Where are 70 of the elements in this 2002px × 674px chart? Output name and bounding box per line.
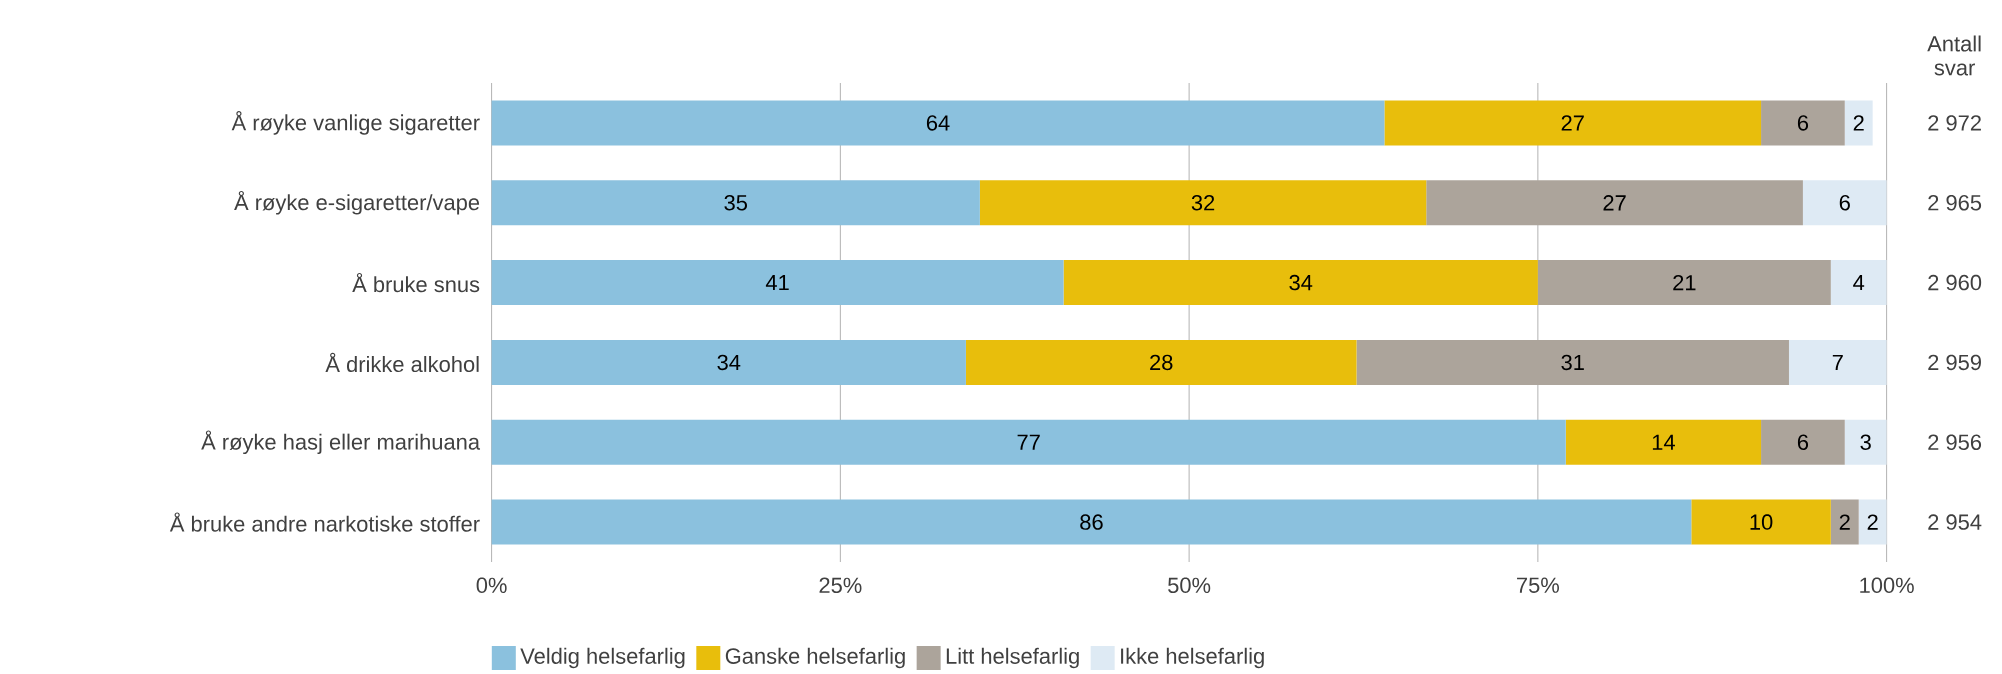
bar bbox=[1844, 419, 1887, 465]
data-label: 2 bbox=[1853, 115, 1864, 131]
y-tick-label: Å bruke snus bbox=[352, 272, 480, 293]
data-label: 27 bbox=[1603, 195, 1626, 211]
data-label: 3 bbox=[1860, 434, 1871, 451]
data-label: 64 bbox=[926, 115, 950, 131]
legend-label: Ganske helsefarlig bbox=[725, 647, 905, 669]
legend-label: Veldig helsefarlig bbox=[520, 647, 685, 669]
data-label: 27 bbox=[1561, 115, 1584, 131]
data-label: 86 bbox=[1080, 514, 1103, 530]
y-tick-label: Å drikke alkohol bbox=[325, 352, 479, 373]
data-label: 2 bbox=[1867, 514, 1878, 530]
bar bbox=[1691, 499, 1831, 545]
bar bbox=[491, 499, 1692, 545]
data-label: 28 bbox=[1150, 354, 1173, 371]
x-tick-label: 0% bbox=[476, 577, 507, 594]
bar bbox=[1802, 180, 1887, 226]
data-label: 4 bbox=[1853, 275, 1865, 291]
y-tick-label: Å røyke e-sigaretter/vape bbox=[234, 190, 480, 215]
data-label: 6 bbox=[1839, 194, 1850, 211]
data-label: 14 bbox=[1652, 434, 1675, 450]
data-label: 35 bbox=[724, 194, 747, 211]
text: 2 954 bbox=[1928, 514, 1982, 530]
data-label: 10 bbox=[1750, 514, 1773, 530]
legend-label: Litt helsefarlig bbox=[946, 647, 1079, 669]
bar bbox=[1844, 100, 1873, 146]
data-label: 6 bbox=[1797, 434, 1809, 451]
bar bbox=[1356, 339, 1789, 385]
data-label: 2 bbox=[1839, 514, 1850, 530]
bar bbox=[1830, 260, 1887, 306]
data-label: 7 bbox=[1832, 354, 1843, 370]
bar bbox=[1830, 499, 1859, 545]
bar bbox=[491, 339, 966, 385]
data-label: 41 bbox=[765, 275, 789, 291]
data-label: 31 bbox=[1561, 354, 1584, 371]
y-tick-label: Å røyke hasj eller marihuana bbox=[201, 430, 481, 455]
text: 2 956 bbox=[1928, 434, 1982, 451]
bar bbox=[491, 260, 1064, 306]
text: 2 959 bbox=[1928, 354, 1981, 371]
legend-label: Ikke helsefarlig bbox=[1121, 647, 1264, 669]
bar bbox=[1537, 260, 1831, 306]
x-tick-label: 50% bbox=[1168, 577, 1211, 594]
bar bbox=[1761, 100, 1845, 146]
data-label: 6 bbox=[1797, 115, 1809, 131]
bar bbox=[1426, 180, 1803, 226]
bar bbox=[1063, 260, 1538, 306]
text: 2 965 bbox=[1928, 194, 1982, 211]
bar bbox=[1384, 100, 1762, 146]
bar bbox=[1858, 499, 1887, 545]
text: Antall svar bbox=[1927, 35, 1981, 76]
data-label: 77 bbox=[1017, 434, 1040, 450]
text: 2 972 bbox=[1928, 115, 1981, 131]
data-label: 34 bbox=[1289, 274, 1313, 291]
data-label: 32 bbox=[1191, 194, 1215, 211]
bar bbox=[1788, 339, 1887, 385]
bar bbox=[1761, 419, 1845, 465]
y-tick-label: Å bruke andre narkotiske stoffer bbox=[169, 512, 480, 532]
bar bbox=[965, 339, 1357, 385]
x-tick-label: 25% bbox=[819, 577, 862, 594]
data-label: 21 bbox=[1673, 274, 1696, 291]
bar bbox=[1565, 419, 1762, 465]
x-tick-label: 75% bbox=[1517, 577, 1559, 593]
x-tick-label: 100% bbox=[1860, 577, 1914, 594]
data-label: 34 bbox=[717, 354, 741, 371]
bar bbox=[491, 419, 1566, 465]
bar bbox=[491, 100, 1385, 146]
bar bbox=[979, 180, 1427, 226]
text: 2 960 bbox=[1928, 274, 1982, 291]
bar bbox=[491, 180, 980, 226]
y-tick-label: Å røyke vanlige sigaretter bbox=[231, 111, 480, 135]
